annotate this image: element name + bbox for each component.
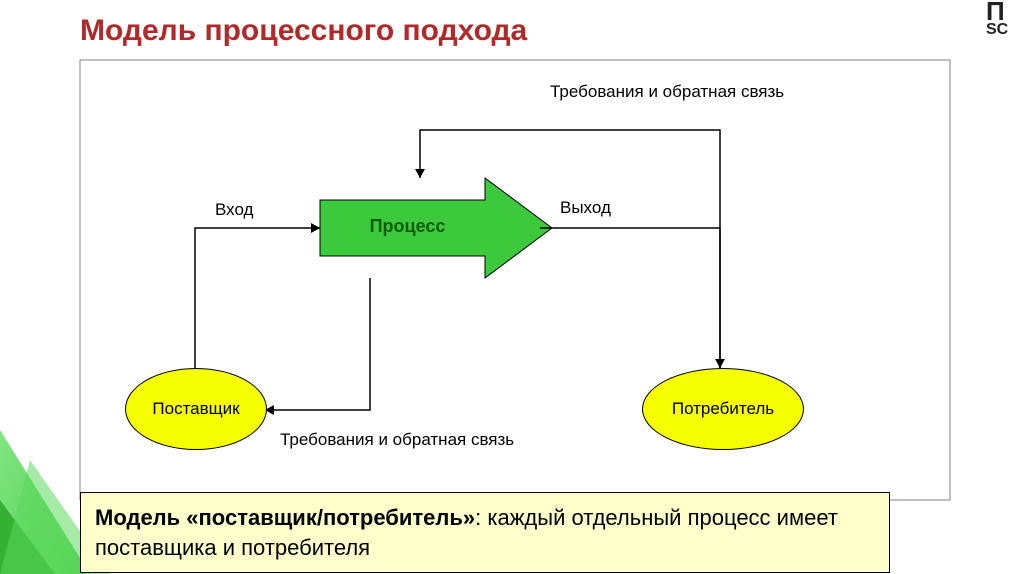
node-consumer-label: Потребитель bbox=[672, 399, 774, 419]
caption-box: Модель «поставщик/потребитель»: каждый о… bbox=[80, 492, 890, 573]
label-req-bottom: Требования и обратная связь bbox=[280, 430, 514, 450]
diagram-svg bbox=[0, 0, 1024, 574]
slide: Модель процессного подхода ПSC Поставщик… bbox=[0, 0, 1024, 574]
node-supplier-label: Поставщик bbox=[152, 399, 239, 419]
node-consumer: Потребитель bbox=[642, 368, 804, 450]
label-req-top: Требования и обратная связь bbox=[550, 82, 784, 102]
node-process-label: Процесс bbox=[320, 216, 495, 237]
label-output: Выход bbox=[560, 198, 611, 218]
label-input: Вход bbox=[215, 200, 253, 220]
caption-bold: Модель «поставщик/потребитель» bbox=[95, 505, 475, 530]
node-supplier: Поставщик bbox=[125, 368, 267, 450]
